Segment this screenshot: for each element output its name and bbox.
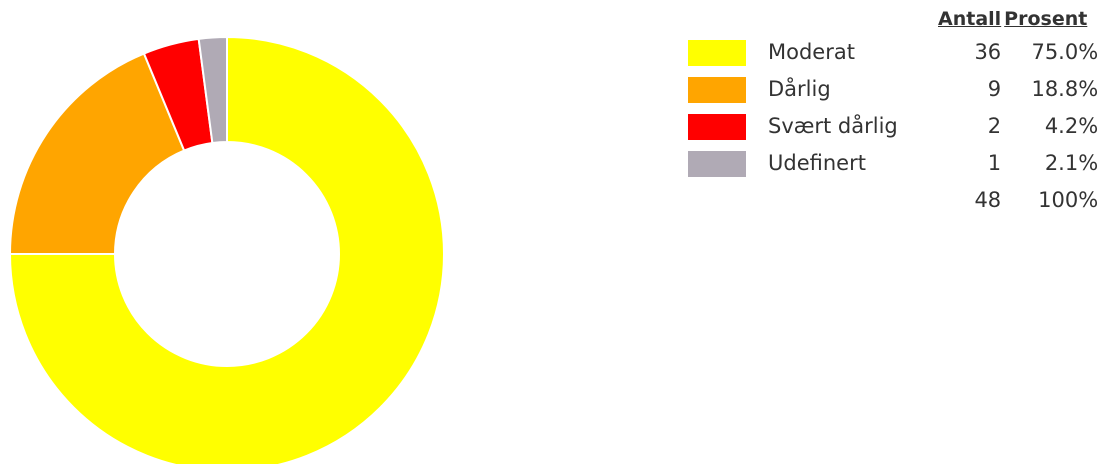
donut-chart	[8, 35, 445, 464]
legend-swatch	[688, 77, 746, 103]
legend-label: Svært dårlig	[768, 114, 898, 138]
legend-count: 2	[987, 114, 1002, 138]
legend-percent: 18.8%	[1031, 77, 1099, 101]
legend-row-udefinert[interactable]: Udefinert 1 2.1%	[680, 145, 1098, 182]
percent-header[interactable]: Prosent	[1004, 8, 1088, 30]
legend-row-darlig[interactable]: Dårlig 9 18.8%	[680, 71, 1098, 108]
legend-percent: 75.0%	[1031, 40, 1099, 64]
legend-swatch	[688, 151, 746, 177]
legend-percent: 4.2%	[1044, 114, 1099, 138]
legend-swatch	[688, 114, 746, 140]
legend-count: 9	[987, 77, 1002, 101]
count-header[interactable]: Antall	[938, 8, 1002, 30]
legend-row-svaert-darlig[interactable]: Svært dårlig 2 4.2%	[680, 108, 1098, 145]
legend-label: Udefinert	[768, 151, 866, 175]
total-count: 48	[974, 188, 1002, 212]
legend-count: 36	[974, 40, 1002, 64]
legend-header-row: Antall Prosent	[680, 4, 1098, 34]
legend-label: Moderat	[768, 40, 855, 64]
legend-row-moderat[interactable]: Moderat 36 75.0%	[680, 34, 1098, 71]
legend-table: Antall Prosent Moderat 36 75.0% Dårlig 9…	[680, 4, 1098, 219]
legend-swatch	[688, 40, 746, 66]
donut-slice-moderat[interactable]	[8, 35, 445, 464]
legend-label: Dårlig	[768, 77, 831, 101]
legend-total-row: 48 100%	[680, 182, 1098, 219]
donut-slice-d-rlig[interactable]	[8, 52, 186, 255]
legend-count: 1	[987, 151, 1002, 175]
legend-percent: 2.1%	[1044, 151, 1099, 175]
total-percent: 100%	[1038, 188, 1099, 212]
donut-slice-udefinert[interactable]	[197, 35, 228, 145]
